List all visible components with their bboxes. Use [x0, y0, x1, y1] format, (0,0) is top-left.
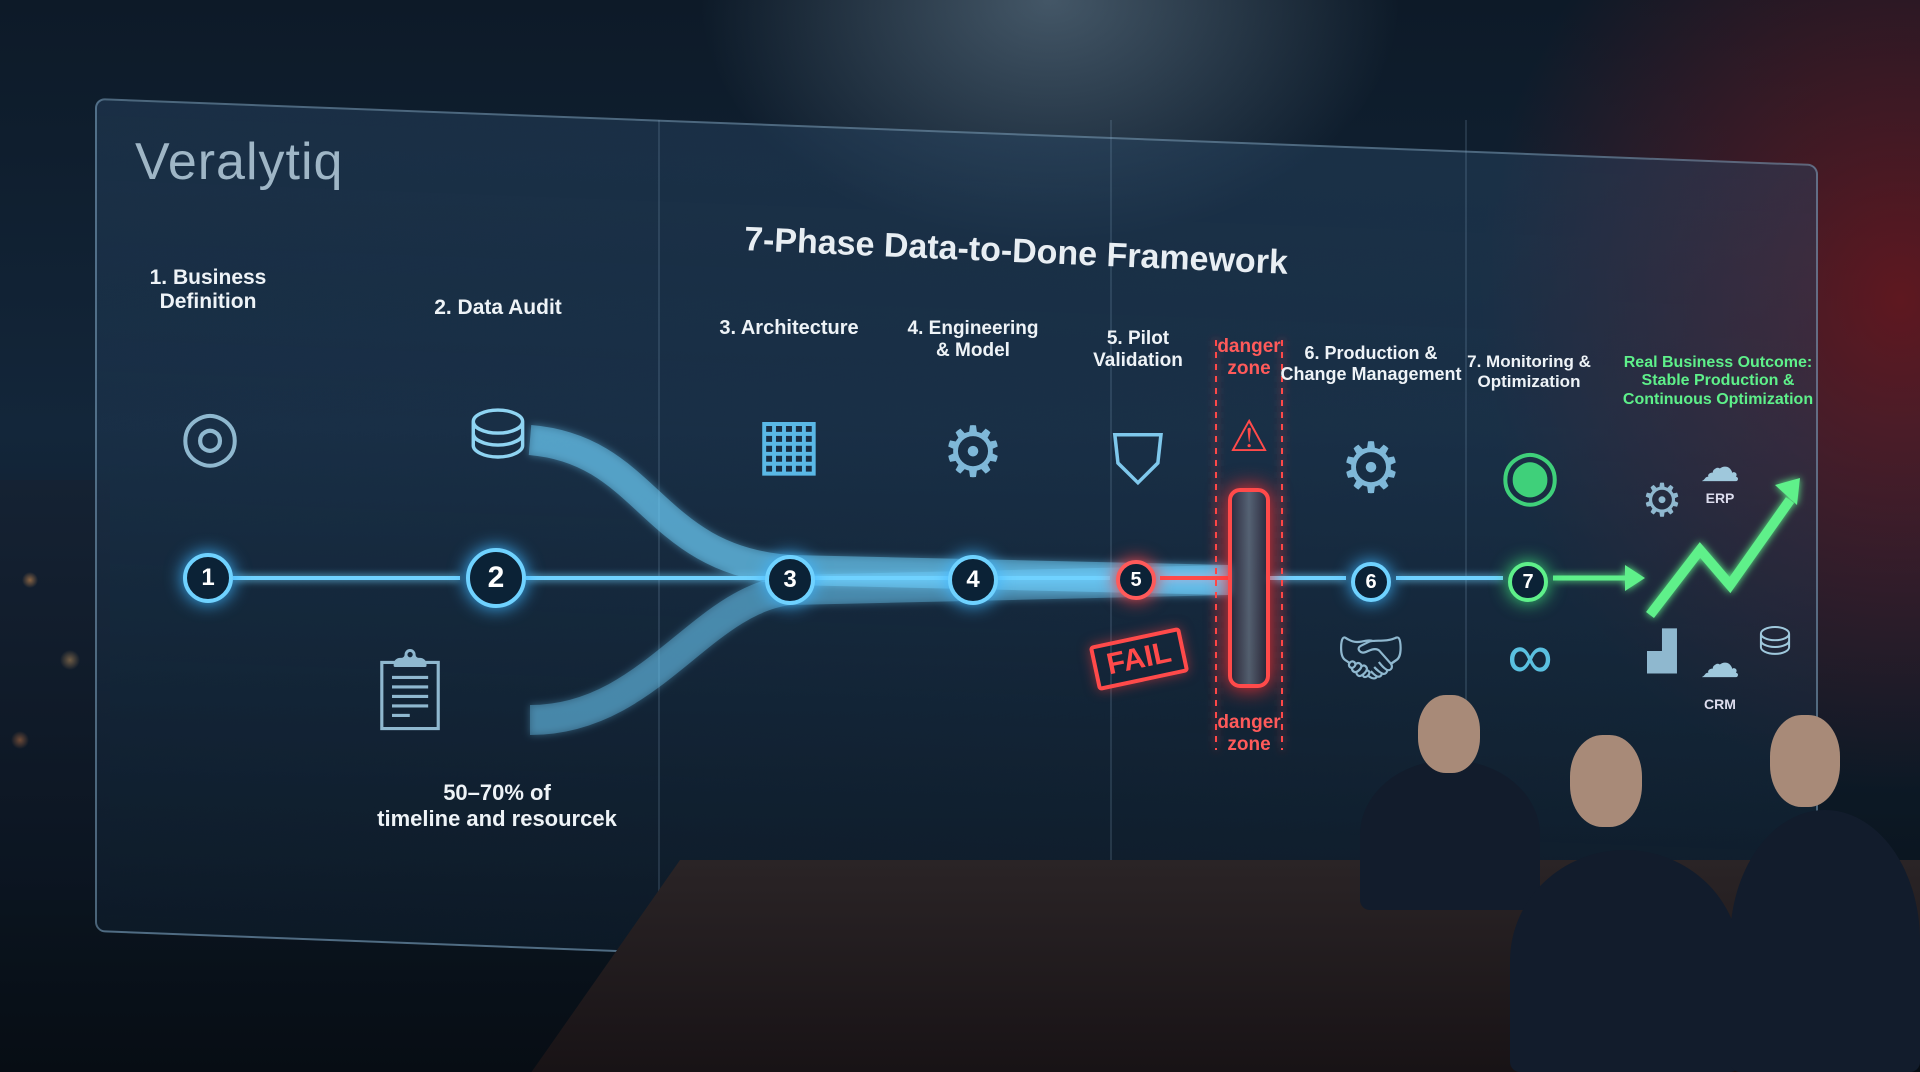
- data-stream-top: [528, 425, 1231, 595]
- phase-node-5[interactable]: 5: [1116, 560, 1156, 600]
- crm-label: CRM: [1704, 696, 1736, 712]
- crm-cloud-icon: ☁: [1700, 642, 1740, 686]
- label-line: zone: [1227, 357, 1271, 379]
- phase-6-label: 6. Production & Change Management: [1280, 343, 1461, 384]
- danger-zone-barrier: [1228, 488, 1270, 688]
- target-arrow-icon: ◎: [179, 396, 241, 474]
- label-line: 6. Production &: [1304, 343, 1438, 363]
- outcome-label: Real Business Outcome: Stable Production …: [1623, 354, 1813, 409]
- label-line: 3. Architecture: [719, 317, 859, 339]
- gear-icon: ⚙: [1641, 474, 1683, 526]
- phase-5-label: 5. Pilot Validation: [1093, 328, 1183, 372]
- flask-shield-icon: ⛉: [1111, 421, 1165, 499]
- gear-neural-net-icon: ⚙: [941, 413, 1005, 491]
- radar-pulse-icon: ◉: [1499, 435, 1561, 513]
- label-line: Validation: [1093, 349, 1183, 371]
- growth-arrow-head: [1775, 478, 1800, 505]
- phase-1-label: 1. Business Definition: [150, 266, 267, 314]
- executive-3: [1730, 810, 1920, 1072]
- label-line: Optimization: [1477, 371, 1581, 391]
- executive-1-head: [1418, 695, 1480, 773]
- note-line: 50–70% of: [443, 780, 551, 805]
- label-line: Continuous Optimization: [1622, 390, 1814, 408]
- phase-4-label: 4. Engineering & Model: [908, 318, 1039, 362]
- bar-chart-icon: ▟: [1647, 631, 1677, 673]
- city-window: [0, 480, 110, 900]
- label-line: danger: [1217, 712, 1281, 733]
- label-line: Stable Production &: [1641, 372, 1795, 390]
- label-line: Definition: [159, 290, 257, 314]
- handshake-icon: 🤝︎: [1335, 626, 1407, 689]
- executive-2-head: [1570, 735, 1642, 827]
- arrow-head: [1625, 565, 1645, 591]
- data-stream-bottom: [529, 565, 1231, 735]
- executive-2: [1510, 850, 1740, 1072]
- infinity-loop-icon: ∞: [1507, 620, 1553, 692]
- phase-2-label: 2. Data Audit: [434, 296, 562, 320]
- phase-node-2[interactable]: 2: [466, 548, 526, 608]
- label-line: danger: [1217, 336, 1281, 357]
- growth-arrow: [1646, 497, 1795, 619]
- phase-3-label: 3. Architecture: [719, 317, 858, 340]
- label-line: 7. Monitoring &: [1467, 352, 1591, 371]
- checklist-icon: 📋︎: [359, 645, 461, 734]
- executive-3-head: [1770, 715, 1840, 807]
- architecture-blueprint-icon: ▦: [755, 404, 823, 482]
- phase-node-7[interactable]: 7: [1508, 562, 1548, 602]
- label-line: Real Business Outcome:: [1623, 354, 1813, 371]
- label-line: 5. Pilot: [1106, 328, 1170, 349]
- phase-node-1[interactable]: 1: [183, 553, 233, 603]
- executive-1: [1360, 760, 1540, 910]
- label-line: 4. Engineering: [907, 318, 1039, 339]
- label-line: & Model: [936, 339, 1010, 361]
- label-line: Change Management: [1280, 363, 1462, 384]
- label-line: 1. Business: [149, 266, 267, 289]
- phase-node-4[interactable]: 4: [948, 555, 998, 605]
- database-icon: ⛁: [1758, 620, 1792, 664]
- label-line: zone: [1227, 733, 1271, 755]
- phase-node-3[interactable]: 3: [765, 555, 815, 605]
- danger-zone-top-label: danger zone: [1217, 336, 1280, 380]
- team-gear-icon: ⚙: [1339, 429, 1403, 507]
- label-line: 2. Data Audit: [434, 296, 562, 319]
- database-search-icon: ⛁: [468, 396, 528, 474]
- erp-label: ERP: [1705, 490, 1735, 506]
- phase-node-6[interactable]: 6: [1351, 562, 1391, 602]
- warning-icon: ⚠: [1229, 412, 1269, 461]
- brand-logo: Veralytiq: [135, 133, 344, 191]
- audit-resource-note: 50–70% of timeline and resourcek: [377, 780, 617, 833]
- erp-cloud-icon: ☁: [1700, 446, 1740, 490]
- phase-7-label: 7. Monitoring & Optimization: [1467, 352, 1591, 391]
- note-line: timeline and resourcek: [377, 806, 617, 832]
- danger-zone-bottom-label: danger zone: [1217, 712, 1280, 756]
